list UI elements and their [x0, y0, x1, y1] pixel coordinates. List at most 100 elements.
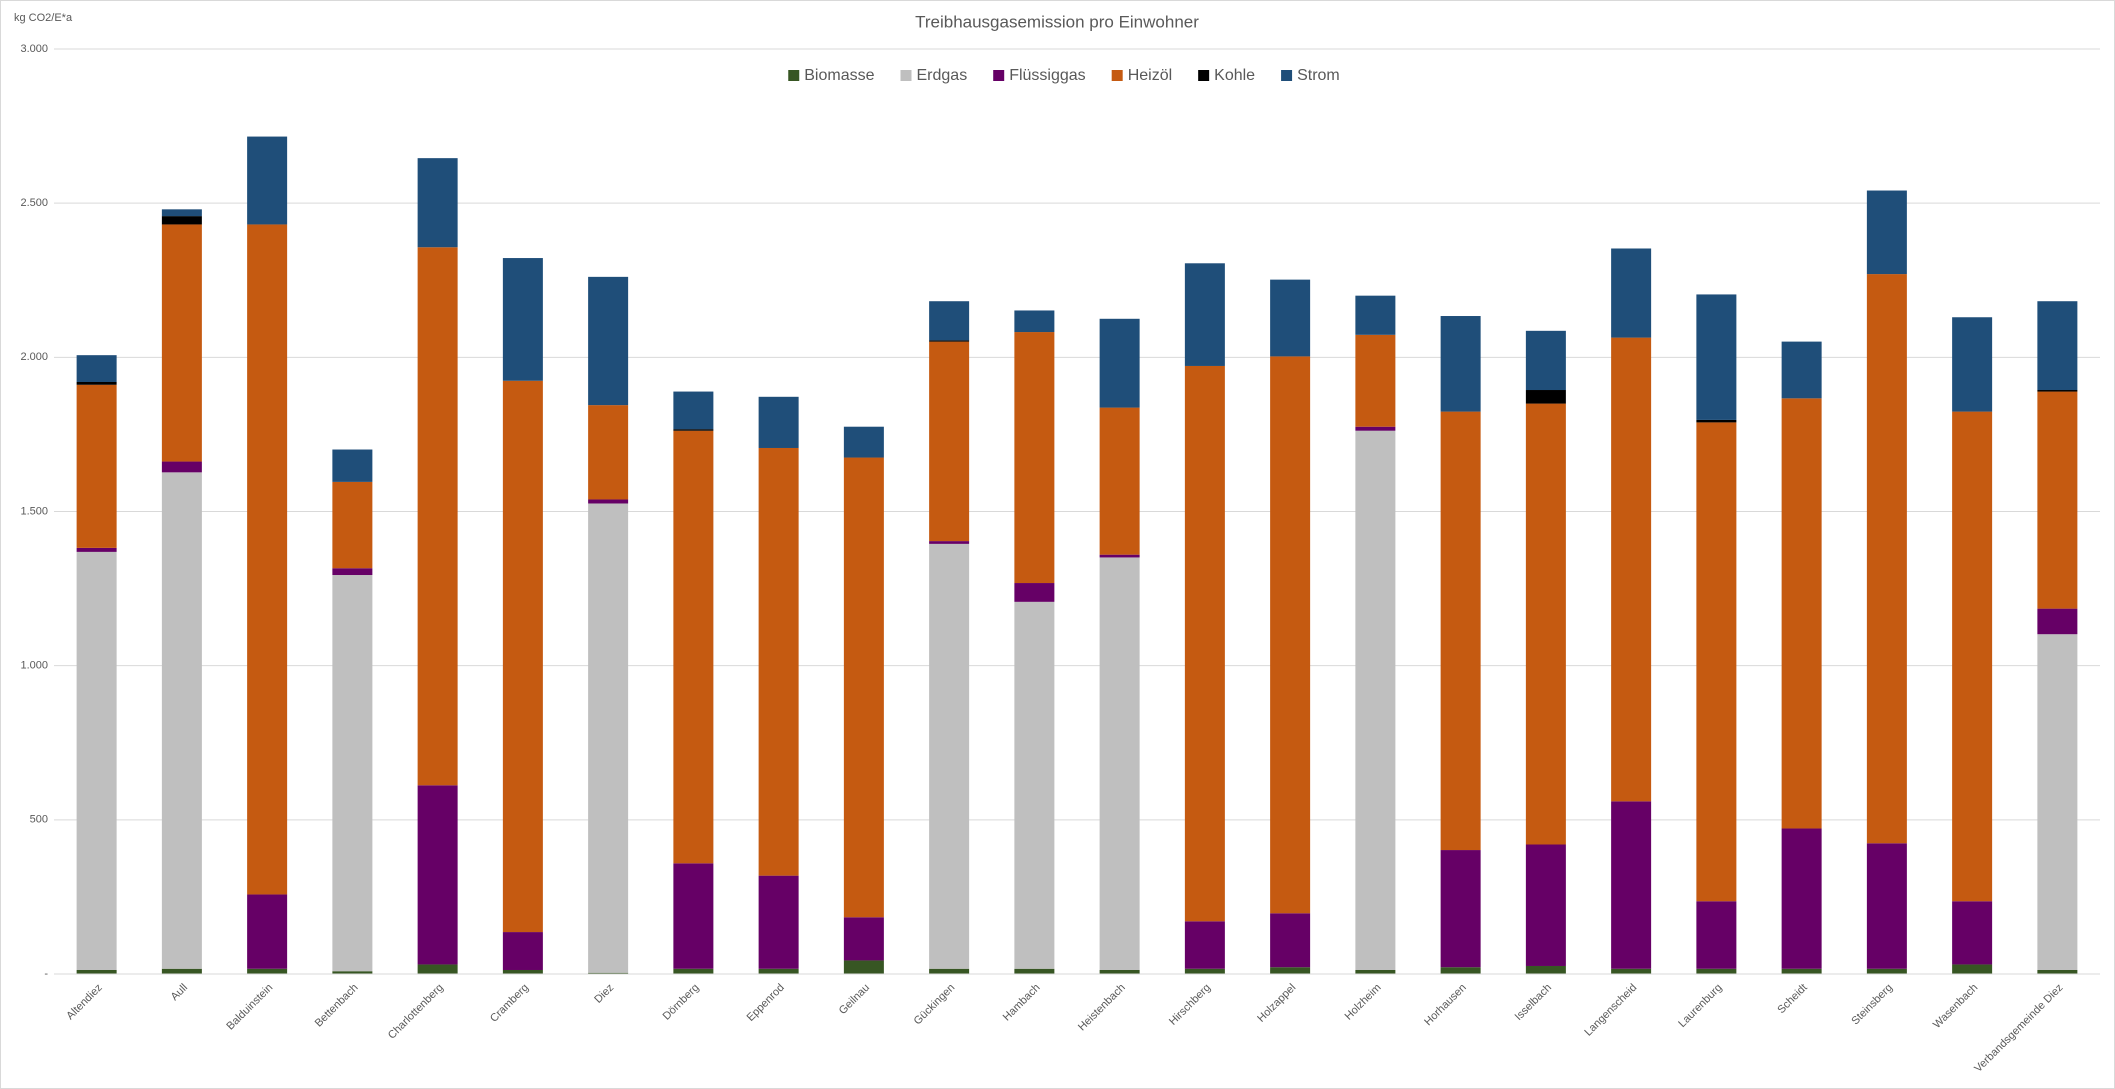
- bar-segment: [1952, 411, 1993, 902]
- bar-segment: [76, 384, 117, 548]
- bar-segment: [161, 216, 202, 225]
- bar-segment: [1952, 901, 1993, 965]
- bar-segment: [161, 461, 202, 473]
- bar-segment: [161, 224, 202, 462]
- bar-segment: [1355, 969, 1396, 974]
- bar-segment: [673, 429, 714, 431]
- bar-segment: [76, 355, 117, 382]
- bar-segment: [1184, 263, 1225, 366]
- chart-title: Treibhausgasemission pro Einwohner: [915, 12, 1199, 31]
- bar-segment: [1696, 901, 1737, 969]
- legend-marker: [1281, 70, 1293, 81]
- bar-segment: [1696, 422, 1737, 902]
- bar-segment: [76, 551, 117, 970]
- bar-segment: [588, 972, 629, 974]
- legend-label: Heizöl: [1128, 67, 1172, 84]
- bar-segment: [673, 391, 714, 430]
- legend-label: Strom: [1297, 67, 1340, 84]
- bar-segment: [1270, 279, 1311, 357]
- bar-segment: [929, 301, 970, 341]
- bar-segment: [1440, 967, 1481, 974]
- bar-segment: [929, 543, 970, 969]
- bar-segment: [1014, 968, 1055, 974]
- bar-segment: [1355, 426, 1396, 431]
- legend-marker: [993, 70, 1005, 81]
- bar-segment: [1866, 968, 1907, 974]
- bar-segment: [1099, 557, 1140, 970]
- bar-segment: [1611, 248, 1652, 338]
- y-tick-label: 1.500: [20, 505, 48, 517]
- bar-segment: [247, 968, 288, 974]
- bar-segment: [588, 499, 629, 504]
- bar-segment: [1781, 341, 1822, 399]
- bar-segment: [1099, 554, 1140, 558]
- bar-segment: [929, 341, 970, 542]
- bar-segment: [1611, 801, 1652, 969]
- bar-segment: [1611, 968, 1652, 974]
- bar-segment: [929, 968, 970, 974]
- bar-segment: [502, 932, 543, 970]
- bar-segment: [929, 541, 970, 544]
- bar-segment: [1014, 332, 1055, 584]
- bar-segment: [2037, 391, 2078, 609]
- bar-segment: [502, 969, 543, 974]
- bar-segment: [1866, 274, 1907, 844]
- bar-segment: [1866, 843, 1907, 969]
- bar-segment: [332, 971, 373, 974]
- y-tick-label: 2.000: [20, 351, 48, 363]
- bar-segment: [1184, 968, 1225, 974]
- bar-segment: [417, 964, 458, 974]
- bar-segment: [588, 405, 629, 500]
- bar-segment: [332, 568, 373, 576]
- legend-marker: [1198, 70, 1210, 81]
- bar-segment: [1270, 967, 1311, 974]
- bar-segment: [1355, 334, 1396, 427]
- bar-segment: [2037, 301, 2078, 391]
- legend-label: Erdgas: [917, 67, 968, 84]
- legend-label: Biomasse: [804, 67, 874, 84]
- bar-segment: [1014, 310, 1055, 333]
- bar-segment: [2037, 608, 2078, 635]
- bar-segment: [588, 276, 629, 406]
- y-tick-label: 3.000: [20, 43, 48, 55]
- bar-segment: [1696, 294, 1737, 420]
- bar-segment: [76, 382, 117, 385]
- bar-segment: [1696, 419, 1737, 423]
- bar-segment: [1525, 965, 1566, 974]
- bar-segment: [758, 396, 799, 448]
- bar-segment: [843, 960, 884, 974]
- bar-segment: [1525, 390, 1566, 404]
- bar-segment: [1440, 850, 1481, 968]
- bar-segment: [161, 968, 202, 974]
- bar-segment: [332, 449, 373, 482]
- bar-segment: [1866, 190, 1907, 275]
- legend-marker: [1111, 70, 1123, 81]
- bar-segment: [758, 875, 799, 969]
- bar-segment: [76, 969, 117, 974]
- bar-segment: [1184, 921, 1225, 969]
- bar-segment: [417, 785, 458, 965]
- bar-segment: [1099, 407, 1140, 555]
- bar-segment: [1952, 964, 1993, 974]
- y-axis-label: kg CO2/E*a: [14, 12, 73, 24]
- bar-segment: [1611, 337, 1652, 802]
- bar-segment: [502, 380, 543, 933]
- bar-segment: [332, 481, 373, 569]
- bar-segment: [1270, 356, 1311, 914]
- bar-segment: [1355, 430, 1396, 970]
- bar-segment: [843, 457, 884, 918]
- bar-segment: [1525, 844, 1566, 966]
- bar-segment: [1525, 403, 1566, 845]
- bar-segment: [1099, 318, 1140, 408]
- y-tick-label: 500: [30, 814, 48, 826]
- bar-segment: [1440, 411, 1481, 851]
- bar-segment: [417, 158, 458, 248]
- y-tick-label: -: [44, 968, 48, 980]
- bar-segment: [673, 863, 714, 969]
- bar-segment: [2037, 634, 2078, 970]
- bar-segment: [247, 136, 288, 225]
- bar-segment: [247, 894, 288, 969]
- bar-segment: [758, 968, 799, 974]
- bar-segment: [161, 472, 202, 969]
